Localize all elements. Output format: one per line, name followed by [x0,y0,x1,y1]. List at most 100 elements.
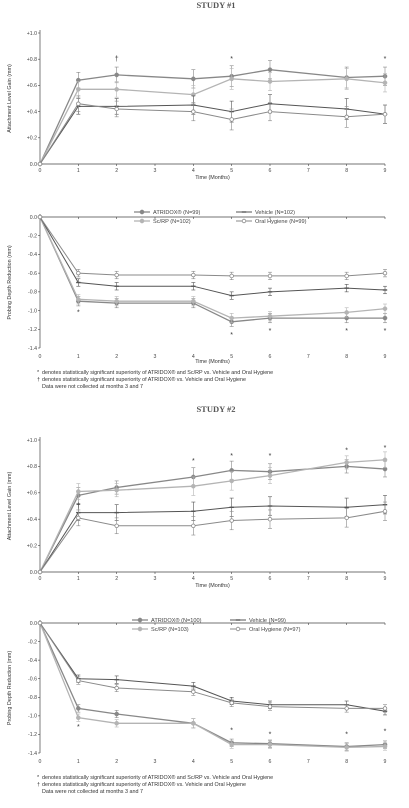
x-tick-label: 0 [39,576,42,582]
data-point [76,515,81,521]
legend-label-atridox: ATRIDOX® (N=99) [153,209,201,216]
series-oral_hygiene [37,95,388,167]
data-point [229,76,234,82]
data-point [114,711,119,717]
x-tick-label: 2 [115,576,118,582]
series-line [39,69,386,165]
x-tick-label: 5 [230,576,233,582]
footnote-star-marker: * [37,775,40,781]
series-vehicle [37,216,388,300]
series-line [39,216,386,297]
legend-marker-oral_hygiene [241,218,247,224]
series-oral_hygiene [37,214,388,280]
significance-marker: * [230,453,233,460]
data-point [382,315,388,321]
y-tick-label: -0.2 [28,639,37,645]
series-line [39,103,386,165]
x-tick-label: 8 [345,576,348,582]
footnote-note: Data were not collected at months 3 and … [42,384,143,390]
significance-marker: * [230,728,233,735]
series-line [39,622,385,709]
x-tick-label: 2 [115,759,118,765]
x-tick-label: 3 [154,576,157,582]
data-point [267,313,273,319]
series-line [39,216,386,319]
data-point [382,306,388,312]
data-point [191,720,196,726]
series-oral_hygiene [37,620,388,713]
data-point [229,117,234,122]
y-tick-label: -0.4 [28,252,37,258]
footnote-dagger-marker: † [37,377,40,383]
significance-marker: * [384,328,387,335]
series-scrp [37,68,388,167]
data-point [76,715,81,721]
data-point [229,478,234,484]
y-tick-label: 0.0 [30,570,37,576]
legend-marker-scrp [139,218,145,224]
data-point [191,523,196,528]
data-point [76,87,81,92]
legend-label-oral_hygiene: Oral Hygiene (N=99) [255,219,307,225]
study-1-probing-chart: 0.0 -0.2 -0.4 -0.6 -0.8 -1.0 -1.2 -1.40 1 2 3 4 5 6 7 8… [7,209,388,365]
y-tick-label: -1.2 [28,732,37,738]
significance-marker: * [77,724,80,731]
x-tick-label: 4 [192,759,195,765]
data-point [37,569,43,575]
significance-marker: * [345,448,348,455]
x-tick-label: 1 [77,576,80,582]
x-tick-label: 5 [230,168,233,174]
series-line [39,510,386,573]
data-point [114,72,119,78]
y-tick-label: 0.0 [30,215,37,221]
series-oral_hygiene [37,501,388,575]
x-tick-label: 9 [384,576,387,582]
y-tick-label: -1.2 [28,327,37,333]
legend: ATRIDOX® (N=100) Vehicle (N=99) Sc/RP (N=1… [132,617,301,633]
study-2-footnotes: * denotes statistically significant supe… [37,774,273,795]
data-point [114,272,119,278]
data-point [382,270,388,276]
data-point [191,689,196,694]
data-point [267,273,273,279]
y-tick-label: +1.0 [27,31,37,37]
data-point [191,76,196,82]
significance-marker: * [269,731,272,738]
data-point [267,109,273,114]
x-tick-label: 6 [269,354,272,360]
y-tick-label: 0.0 [30,621,37,627]
y-tick-label: +0.8 [27,57,37,63]
study-2-attachment-chart: 0.0 +0.2 +0.4 +0.6 +0.8 +1.0 0 1 2 3 4 5 6 7 8 9 Time (M… [7,437,388,589]
series-atridox [37,459,388,575]
data-point [344,273,349,279]
x-axis-label: Time (Months) [195,359,230,365]
legend-marker-scrp [137,626,143,632]
x-tick-label: 6 [269,168,272,174]
x-tick-label: 8 [345,354,348,360]
data-point [114,106,119,112]
data-point [267,79,273,84]
data-point [344,745,349,750]
legend-label-scrp: Sc/RP (N=102) [153,219,191,225]
data-point [191,298,196,304]
data-point [267,67,273,72]
y-tick-label: -1.4 [28,346,37,352]
series-line [39,465,386,573]
y-tick-label: -1.0 [28,308,37,314]
data-point [191,483,196,489]
x-tick-label: 1 [77,354,80,360]
x-tick-label: 3 [154,168,157,174]
y-axis-label: Probing Depth Reduction (mm) [7,245,13,320]
series-line [39,504,386,573]
x-tick-label: 7 [307,576,310,582]
series-line [39,216,385,323]
x-tick-label: 7 [307,354,310,360]
significance-marker: * [384,729,387,736]
y-tick-label: -1.0 [28,714,37,720]
data-point [76,270,81,276]
data-point [191,272,196,278]
data-point [114,720,119,726]
y-tick-label: -0.6 [28,677,37,683]
data-point [37,620,43,626]
